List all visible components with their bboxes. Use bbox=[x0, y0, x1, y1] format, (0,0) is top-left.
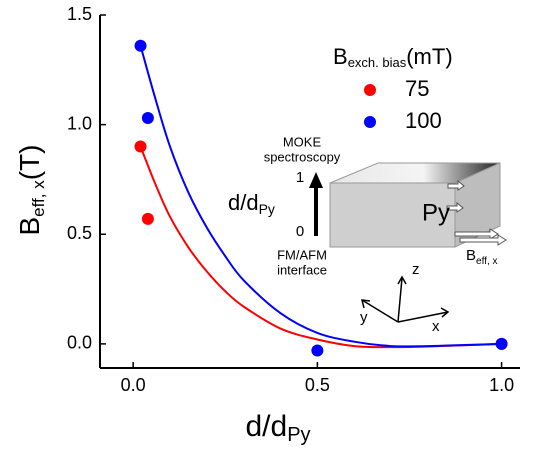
x-tick-label: 0.0 bbox=[121, 375, 146, 395]
point bbox=[141, 112, 154, 125]
point bbox=[134, 39, 147, 52]
point bbox=[495, 337, 508, 350]
inset: Py MOKE spectroscopy 1 0 d/dPy FM/AFM in… bbox=[228, 134, 507, 335]
depth-bottom: 0 bbox=[296, 223, 304, 240]
legend-marker bbox=[364, 84, 376, 96]
y-tick-label: 1.0 bbox=[67, 113, 92, 133]
x-axis-label: d/dPy bbox=[245, 410, 310, 446]
legend-label: 75 bbox=[405, 76, 429, 101]
point bbox=[134, 140, 147, 153]
moke-label: MOKE bbox=[283, 134, 322, 149]
y-tick-label: 0.5 bbox=[67, 223, 92, 243]
legend-label: 100 bbox=[405, 108, 442, 133]
legend-title: Bexch. bias(mT) bbox=[333, 44, 453, 71]
layer-label: Py bbox=[422, 199, 450, 226]
moke-label: spectroscopy bbox=[264, 149, 341, 164]
depth-top: 1 bbox=[296, 169, 304, 186]
x-tick-label: 1.0 bbox=[489, 375, 514, 395]
y-tick-label: 0.0 bbox=[67, 333, 92, 353]
depth-arrowhead bbox=[309, 172, 323, 188]
depth-ratio: d/dPy bbox=[228, 190, 275, 217]
axis-z: z bbox=[412, 261, 420, 278]
y-axis-label: Beff, x(T) bbox=[14, 145, 48, 236]
axis-y: y bbox=[360, 309, 368, 326]
box-front bbox=[329, 182, 456, 248]
x-tick-label: 0.5 bbox=[305, 375, 330, 395]
y-tick-label: 1.5 bbox=[67, 4, 92, 24]
field-label: Beff, x bbox=[466, 247, 498, 267]
point bbox=[141, 212, 154, 225]
field-arrows bbox=[446, 179, 507, 246]
fit-curve bbox=[139, 45, 502, 348]
point bbox=[311, 344, 324, 357]
interface-label: FM/AFM bbox=[277, 247, 327, 262]
axis-x: x bbox=[432, 318, 440, 335]
legend-marker bbox=[364, 116, 376, 128]
coord-axes bbox=[361, 275, 450, 323]
interface-label: interface bbox=[277, 262, 327, 277]
